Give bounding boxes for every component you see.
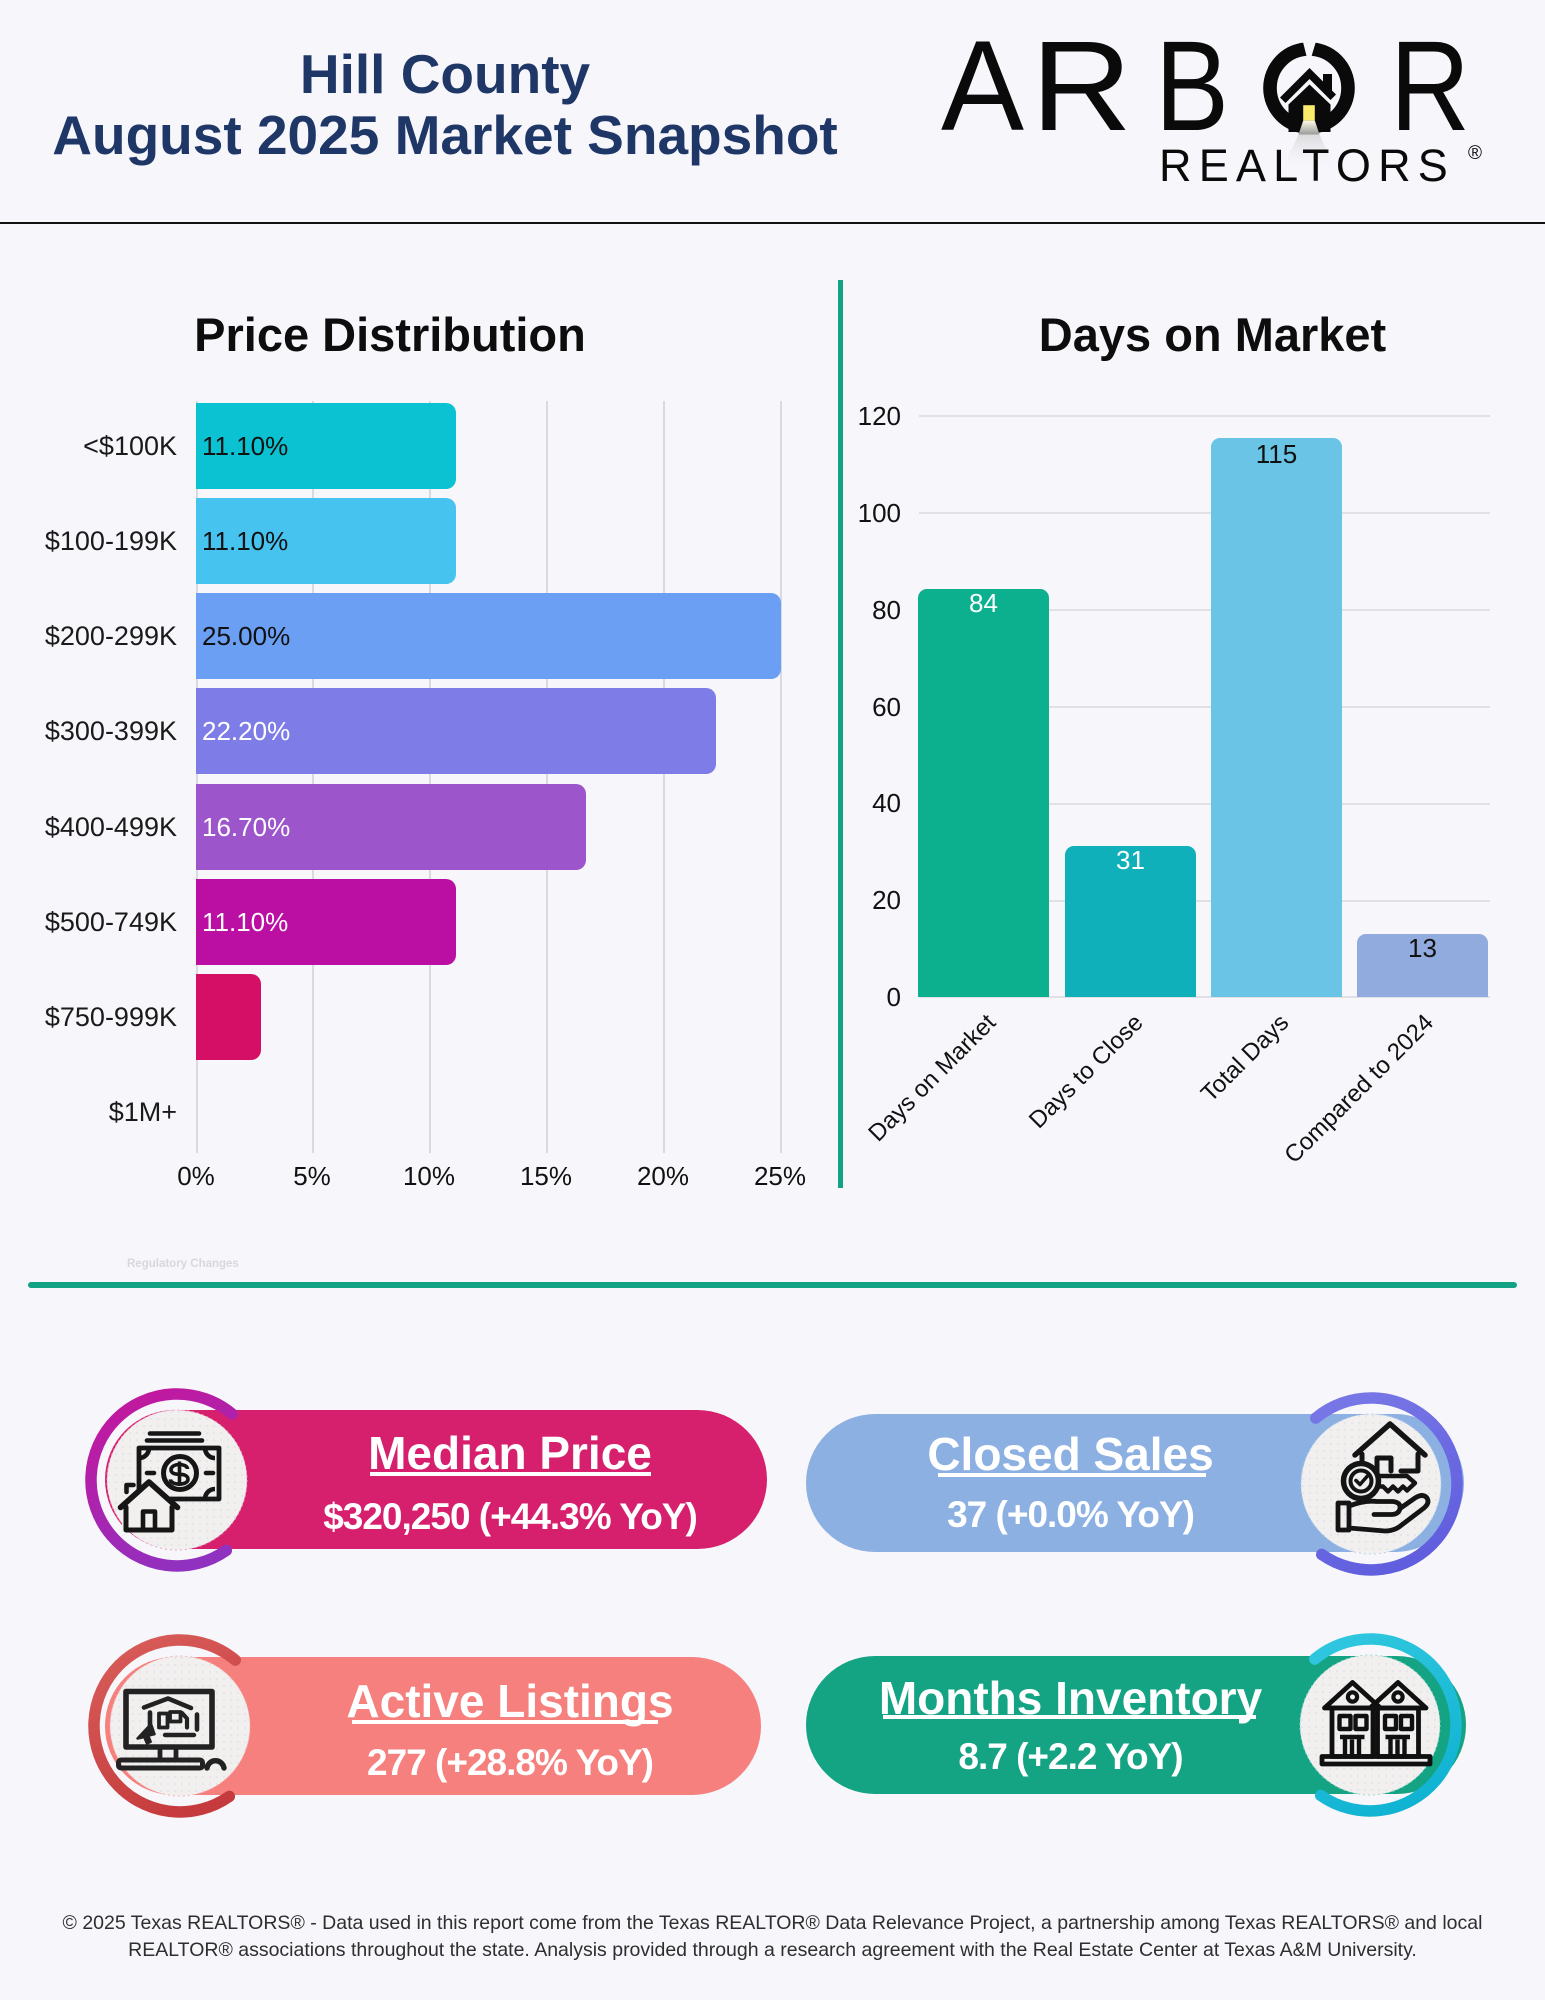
svg-text:R: R bbox=[1390, 15, 1470, 158]
svg-text:REALTORS: REALTORS bbox=[1159, 140, 1455, 191]
svg-text:®: ® bbox=[1468, 143, 1482, 164]
svg-text:R: R bbox=[1031, 15, 1132, 158]
svg-text:A: A bbox=[941, 15, 1025, 158]
svg-text:B: B bbox=[1155, 15, 1229, 158]
